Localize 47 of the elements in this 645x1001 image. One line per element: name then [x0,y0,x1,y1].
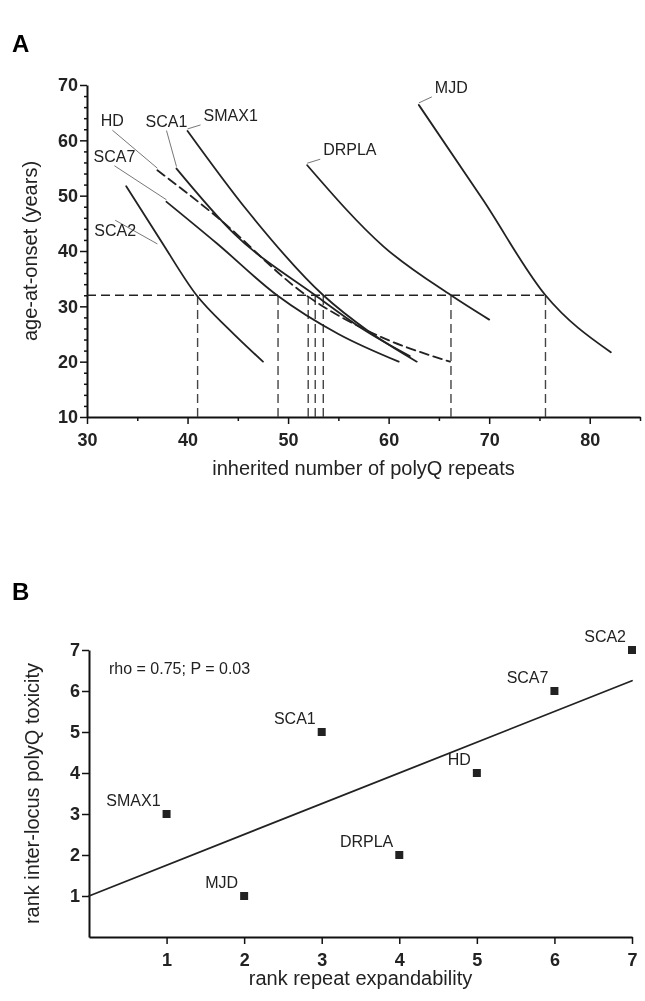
series-label: SCA2 [584,628,627,645]
x-tick-label: 6 [549,949,560,970]
x-tick-label: 7 [627,949,638,970]
annotation: rho = 0.75; P = 0.03 [109,660,251,677]
y-tick-label: 6 [69,681,80,702]
series-label: SMAX1 [106,792,161,809]
text: SCA1 [145,112,188,130]
y-tick-label: 60 [57,130,78,151]
series-label: SCA7 [506,669,549,686]
series-label: MJD [434,78,468,96]
x-tick-label: 5 [472,949,483,970]
y-axis-title: age-at-onset (years) [19,160,41,342]
x-tick-label: 80 [580,429,601,450]
y-tick-label: 50 [57,185,78,206]
chart-title: A [12,30,30,57]
x-tick-label: 3 [317,949,328,970]
y-tick-label: 3 [69,804,80,825]
x-axis-title: inherited number of polyQ repeats [212,457,515,479]
y-tick-label: 20 [57,351,78,372]
y-axis-title: rank inter-locus polyQ toxicity [21,662,43,925]
x-tick-label: 40 [178,429,199,450]
x-axis-title: rank repeat expandability [248,967,473,989]
y-tick-label: 1 [69,886,80,907]
text: SCA7 [93,147,136,165]
x-tick-label: 50 [278,429,299,450]
x-tick-label: 4 [394,949,405,970]
x-tick-label: 1 [162,949,173,970]
y-tick-label: 10 [57,407,78,428]
text: HD [100,112,124,130]
series-label: SCA2 [94,222,137,240]
chart-title: B [12,578,30,605]
series-label: DRPLA [323,141,377,159]
y-tick-label: 30 [57,296,78,317]
y-tick-label: 4 [69,763,80,784]
x-tick-label: 70 [479,429,500,450]
y-tick-label: 5 [69,722,80,743]
x-tick-label: 2 [239,949,250,970]
y-tick-label: 40 [57,241,78,262]
series-label: SMAX1 [203,106,258,124]
series-label: DRPLA [339,833,394,850]
y-tick-label: 70 [57,75,78,96]
series-label: HD [447,751,471,768]
y-tick-label: 7 [69,640,80,661]
x-tick-label: 60 [379,429,400,450]
series-label: MJD [205,874,239,891]
y-tick-label: 2 [69,845,80,866]
series-label: SCA1 [273,710,316,727]
